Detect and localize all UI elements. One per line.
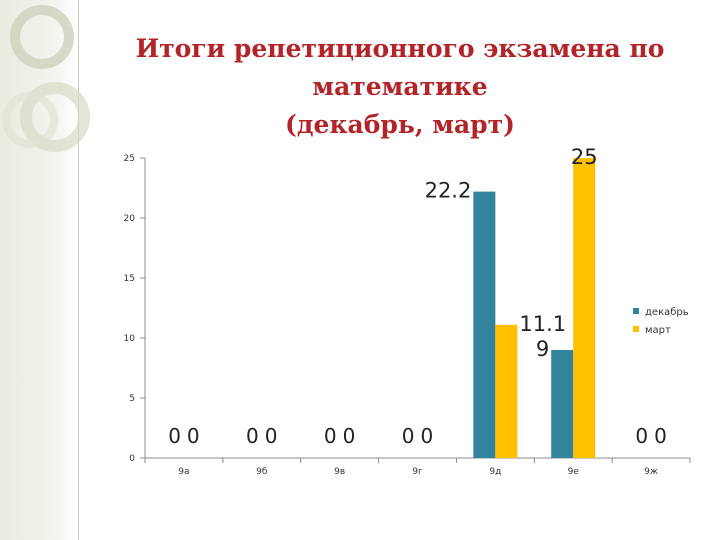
- data-label: 0: [635, 424, 648, 448]
- y-tick-label: 0: [129, 454, 135, 464]
- legend-swatch: [633, 308, 639, 314]
- legend-label: март: [645, 325, 671, 336]
- bar-декабрь: [473, 191, 496, 458]
- y-tick-label: 20: [124, 214, 136, 224]
- x-tick-label: 9в: [334, 467, 345, 477]
- x-tick-label: 9а: [178, 467, 189, 477]
- data-label: 9: [536, 337, 549, 361]
- data-label: 25: [571, 145, 598, 169]
- decorative-ring: [2, 92, 58, 148]
- data-label: 0: [246, 424, 259, 448]
- bar-март: [495, 324, 518, 458]
- x-tick-label: 9г: [412, 467, 423, 477]
- bar-март: [573, 158, 596, 458]
- x-tick-label: 9ж: [644, 467, 658, 477]
- data-label: 0: [265, 424, 278, 448]
- data-label: 11.1: [519, 312, 566, 336]
- y-tick-label: 25: [124, 154, 135, 164]
- legend-swatch: [633, 326, 639, 332]
- data-label: 0: [343, 424, 356, 448]
- title-line: (декабрь, март): [285, 110, 515, 139]
- y-tick-label: 15: [124, 274, 135, 284]
- data-label: 0: [421, 424, 434, 448]
- decorative-ring: [10, 5, 74, 69]
- data-label: 0: [187, 424, 200, 448]
- data-label: 22.2: [425, 179, 472, 203]
- slide-divider: [78, 0, 79, 540]
- slide-title: Итоги репетиционного экзамена по математ…: [130, 30, 670, 144]
- data-label: 0: [168, 424, 181, 448]
- data-label: 0: [324, 424, 337, 448]
- y-tick-label: 10: [124, 334, 136, 344]
- x-tick-label: 9б: [256, 467, 268, 477]
- title-line: Итоги репетиционного экзамена по: [135, 34, 665, 63]
- x-tick-label: 9д: [489, 467, 501, 477]
- bar-декабрь: [551, 350, 574, 458]
- y-tick-label: 5: [129, 394, 135, 404]
- data-label: 0: [654, 424, 667, 448]
- x-tick-label: 9е: [568, 467, 580, 477]
- legend-label: декабрь: [645, 307, 689, 318]
- title-line: математике: [312, 72, 488, 101]
- data-label: 0: [402, 424, 415, 448]
